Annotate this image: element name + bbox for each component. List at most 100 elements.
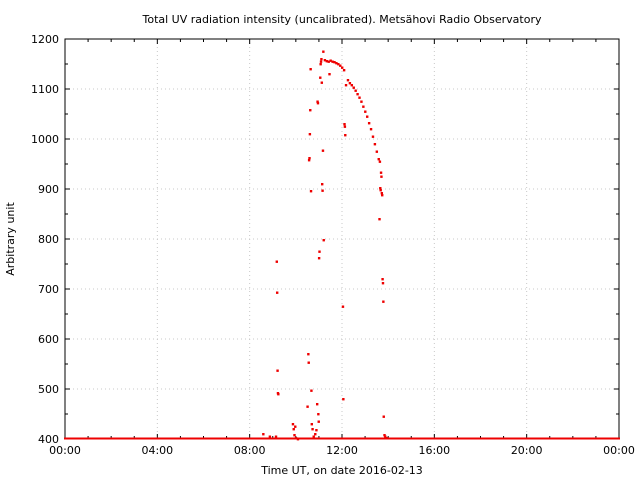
data-point: [320, 58, 323, 61]
data-point: [343, 125, 347, 128]
y-tick-label: 1000: [31, 133, 59, 146]
data-point: [262, 433, 265, 436]
data-point: [318, 250, 321, 253]
data-point: [337, 63, 340, 66]
data-point: [331, 60, 334, 63]
data-point: [379, 187, 382, 190]
data-point: [354, 89, 357, 92]
x-tick-labels: 00:00 04:00 08:00 12:00 16:00 20:00 00:00: [49, 444, 635, 457]
y-tick-label: 1100: [31, 83, 59, 96]
data-point: [380, 192, 384, 195]
data-point: [307, 353, 310, 356]
data-point: [307, 159, 311, 162]
x-tick-label: 12:00: [326, 444, 358, 457]
data-point: [314, 433, 317, 436]
data-point: [316, 102, 320, 105]
data-point: [275, 291, 279, 294]
data-point: [307, 361, 310, 364]
data-point: [310, 423, 314, 426]
data-point: [364, 110, 367, 113]
data-point: [319, 63, 322, 66]
x-tick-label: 16:00: [418, 444, 450, 457]
data-point: [321, 189, 324, 192]
data-point: [379, 171, 383, 174]
data-point: [362, 105, 365, 108]
data-point: [369, 128, 373, 131]
data-point: [381, 278, 384, 281]
data-point: [378, 218, 381, 221]
data-point: [277, 393, 280, 396]
data-point: [335, 62, 338, 65]
data-point: [342, 398, 345, 401]
data-point: [348, 82, 352, 85]
x-tick-label: 00:00: [603, 444, 635, 457]
data-point: [378, 160, 382, 163]
data-point: [274, 435, 278, 438]
data-point: [382, 300, 385, 303]
y-tick-label: 500: [38, 383, 59, 396]
data-point: [329, 59, 332, 62]
data-point: [294, 425, 297, 428]
data-point: [371, 135, 375, 138]
data-point: [381, 282, 385, 285]
data-point: [618, 437, 620, 440]
data-point: [320, 81, 324, 84]
data-point: [385, 437, 388, 440]
data-point: [315, 429, 318, 432]
data-point: [367, 122, 371, 125]
data-point: [308, 133, 312, 136]
y-tick-label: 400: [38, 433, 59, 446]
data-point: [358, 96, 361, 99]
data-point: [317, 257, 321, 260]
data-point: [384, 435, 387, 438]
data-point: [341, 66, 344, 69]
y-tick-label: 900: [38, 183, 59, 196]
data-point: [322, 239, 325, 242]
data-point: [327, 60, 330, 63]
data-point: [343, 123, 346, 126]
data-point: [320, 183, 324, 186]
data-point: [325, 60, 329, 63]
x-tick-label: 00:00: [49, 444, 81, 457]
data-point: [319, 76, 322, 79]
data-point: [293, 434, 296, 437]
y-tick-label: 800: [38, 233, 59, 246]
data-point: [344, 84, 348, 87]
data-point: [319, 60, 323, 63]
data-point: [360, 100, 363, 103]
data-point: [333, 61, 336, 64]
data-point: [316, 100, 319, 103]
x-tick-label: 20:00: [511, 444, 543, 457]
data-point: [380, 175, 383, 178]
data-point: [309, 68, 312, 71]
data-point: [312, 435, 315, 438]
data-point: [296, 438, 300, 441]
data-point: [346, 79, 350, 82]
data-point: [328, 73, 331, 76]
data-point: [375, 150, 379, 153]
data-points: [64, 50, 620, 441]
data-point: [342, 69, 346, 72]
x-tick-label: 08:00: [234, 444, 266, 457]
data-point: [322, 50, 325, 53]
data-point: [383, 434, 386, 437]
data-point: [341, 305, 345, 308]
data-point: [309, 190, 313, 193]
y-tick-labels: 400 500 600 700 800 900 1000 1100 1200: [31, 33, 59, 446]
data-point: [275, 260, 278, 263]
data-point: [311, 428, 314, 431]
grid-lines: [65, 39, 619, 439]
data-point: [268, 435, 272, 438]
y-tick-label: 600: [38, 333, 59, 346]
data-point: [382, 415, 385, 418]
data-point: [308, 157, 311, 160]
y-tick-label: 1200: [31, 33, 59, 46]
data-point: [276, 369, 279, 372]
data-point: [356, 93, 359, 96]
data-point: [366, 115, 369, 118]
data-point: [306, 405, 309, 408]
data-point: [309, 109, 312, 112]
data-point: [377, 158, 380, 161]
y-axis-label: Arbitrary unit: [4, 202, 17, 276]
